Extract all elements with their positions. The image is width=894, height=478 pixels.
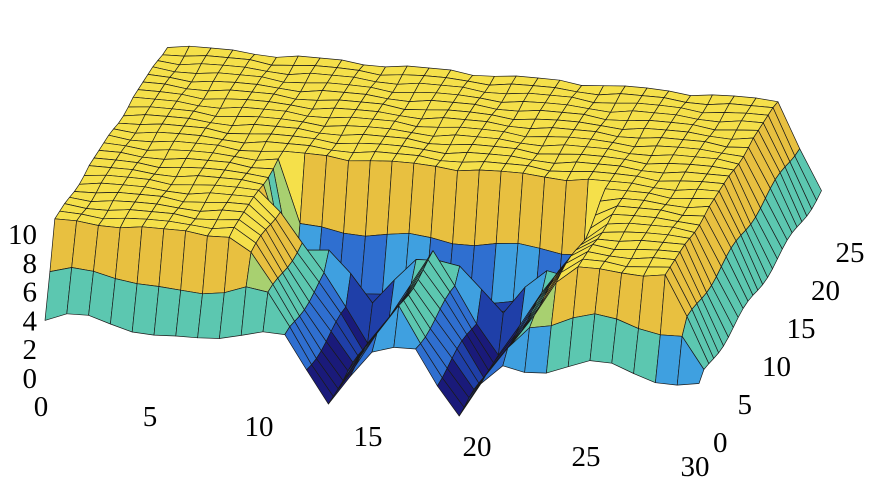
y-axis-ticks: 05 10 15 20 25 [713,237,865,459]
surface-cell [676,335,705,386]
x-tick-label: 25 [572,441,601,473]
x-tick-label: 15 [354,421,383,453]
x-tick-label: 10 [245,411,274,443]
z-tick-label: 2 [23,334,38,366]
z-tick-label: 0 [23,363,38,395]
y-tick-label: 20 [811,275,840,307]
z-tick-label: 8 [23,248,38,280]
x-tick-label: 5 [143,401,158,433]
x-axis-ticks: 0 5 10 15 20 25 30 [34,391,710,478]
z-tick-label: 6 [23,277,38,309]
y-tick-label: 10 [762,351,791,383]
x-tick-label: 30 [681,451,710,478]
x-tick-label: 0 [34,391,49,423]
z-tick-label: 4 [23,305,38,337]
z-tick-label: 10 [8,219,37,251]
x-tick-label: 20 [463,431,492,463]
y-tick-label: 15 [787,313,816,345]
surface-mesh [44,45,822,417]
y-tick-label: 25 [836,237,865,269]
y-tick-label: 0 [713,427,728,459]
y-tick-label: 5 [738,389,753,421]
